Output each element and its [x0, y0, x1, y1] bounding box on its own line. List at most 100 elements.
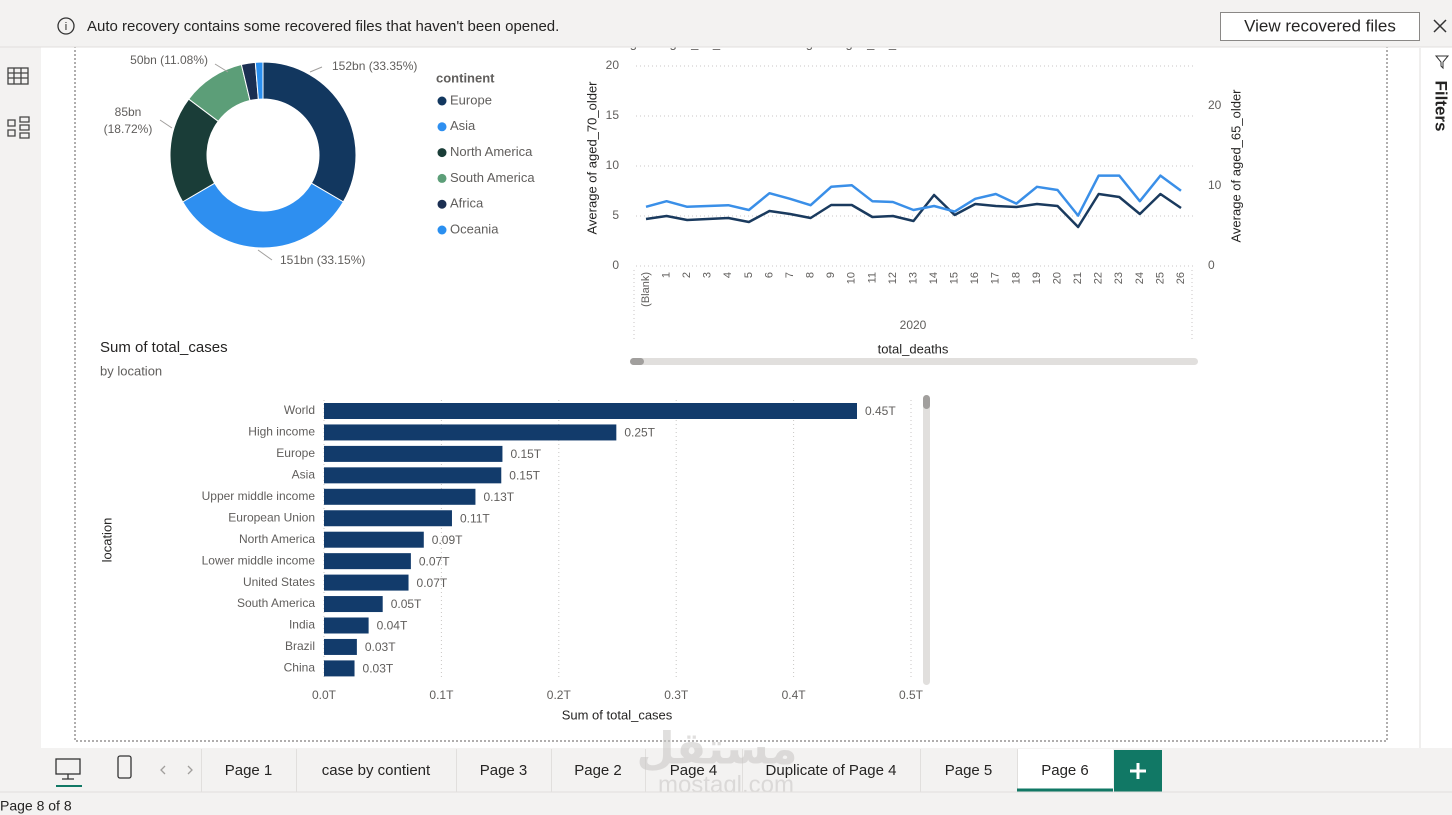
y-tick-label: 5 [612, 208, 619, 222]
x-tick-label: 18 [1010, 272, 1022, 284]
bar [324, 638, 357, 655]
x-tick-label: 0.1T [429, 688, 454, 702]
legend-label: Europe [450, 92, 492, 107]
y2-tick-label: 10 [1208, 178, 1222, 192]
page-tab-label[interactable]: Page 2 [574, 762, 622, 779]
data-label: 0.45T [865, 404, 896, 418]
page-tab[interactable] [920, 749, 1017, 792]
x-tick-label: 24 [1134, 272, 1146, 284]
page-tab[interactable] [645, 749, 742, 792]
view-recovered-button-label[interactable]: View recovered files [1244, 16, 1396, 35]
legend-label: Oceania [450, 221, 499, 236]
bar [324, 445, 503, 462]
page-tab[interactable] [742, 749, 920, 792]
x-tick-label: 26 [1175, 272, 1187, 284]
x-tick-label: 23 [1113, 272, 1125, 284]
y-tick-label: India [289, 618, 315, 632]
page-tab[interactable] [456, 749, 551, 792]
y-tick-label: World [284, 403, 315, 417]
x-tick-label: 19 [1031, 272, 1043, 284]
y-tick-label: South America [237, 596, 315, 610]
bar [324, 403, 857, 419]
x-tick-label: 8 [805, 272, 817, 278]
page-tab-label[interactable]: Page 3 [480, 762, 528, 779]
leader-line [214, 63, 229, 73]
close-notification[interactable] [1433, 19, 1447, 33]
report-canvas: Sum of total_cases by location 152bn (33… [99, 35, 1243, 722]
page-tab-label[interactable]: Duplicate of Page 4 [766, 762, 897, 779]
x-tick-label: 0.2T [547, 688, 572, 702]
legend-title: continent [436, 70, 495, 85]
page-tab-label[interactable]: Page 6 [1041, 762, 1089, 779]
y-axis-title: Average of aged_70_older [584, 81, 599, 235]
page-tab-label[interactable]: Page 1 [225, 762, 273, 779]
x-tick-label: 0.5T [899, 688, 924, 702]
y-tick-label: China [284, 661, 316, 675]
line-series [645, 174, 1182, 217]
bar [324, 574, 409, 591]
y-tick-label: Europe [276, 446, 315, 460]
data-label: 0.03T [363, 662, 394, 676]
bar-chart-subtitle: by location [100, 363, 162, 378]
x-tick-label: 11 [866, 272, 878, 283]
legend-marker [437, 225, 447, 235]
legend-label: North America [450, 144, 533, 159]
filters-label[interactable]: Filters [1432, 80, 1451, 131]
legend-marker [437, 199, 447, 209]
x-tick-label: 6 [763, 272, 775, 278]
info-icon-glyph: i [65, 21, 67, 33]
y-tick-label: Upper middle income [202, 489, 316, 503]
scrollbar-track [923, 395, 930, 685]
page-tab-label[interactable]: case by contient [322, 762, 431, 779]
legend-marker [437, 96, 447, 106]
y-tick-label: 15 [606, 108, 620, 122]
y-tick-label: European Union [228, 510, 315, 524]
add-page-icon[interactable] [1130, 763, 1146, 779]
leader-line [309, 66, 323, 73]
bar [324, 596, 383, 613]
model-view-icon[interactable] [7, 116, 30, 139]
x-axis-title: Sum of total_cases [562, 707, 673, 722]
data-label: 0.04T [377, 619, 408, 633]
y-tick-label: High income [248, 425, 315, 439]
filter-icon[interactable] [1434, 55, 1450, 70]
filters-pane[interactable] [1420, 48, 1452, 748]
page-tab[interactable] [1017, 749, 1113, 792]
legend-label: Africa [450, 196, 484, 211]
bar [324, 424, 617, 441]
x-tick-label: 16 [969, 272, 981, 284]
data-label: 151bn (33.15%) [280, 253, 365, 267]
line-series [645, 192, 1182, 229]
table-view-icon[interactable] [7, 67, 29, 85]
y-tick-label: 20 [606, 58, 620, 72]
status-bar [0, 792, 1452, 815]
x-axis-title: total_deaths [878, 341, 949, 356]
page-tab[interactable] [296, 749, 456, 792]
bar [324, 617, 369, 634]
page-tab-label[interactable]: Page 4 [670, 762, 718, 779]
legend-label: South America [450, 170, 535, 185]
y2-tick-label: 0 [1208, 258, 1215, 272]
bar [324, 660, 355, 677]
data-label: 152bn (33.35%) [332, 59, 417, 73]
tab-scroll-arrows[interactable] [160, 765, 193, 775]
donut-slice [262, 61, 357, 203]
mobile-layout-icon[interactable] [117, 755, 132, 779]
page-tab-label[interactable]: Page 5 [945, 762, 993, 779]
x-tick-label: 12 [887, 272, 899, 284]
y-axis-title: location [99, 518, 114, 563]
notification-bar [0, 0, 1452, 47]
page-tab[interactable] [551, 749, 645, 792]
view-recovered-button[interactable] [1220, 12, 1420, 41]
page-tab[interactable] [201, 749, 296, 792]
notification-message: Auto recovery contains some recovered fi… [87, 18, 559, 35]
x-tick-label: 2 [681, 272, 693, 278]
donut-slice [181, 182, 345, 249]
data-label: 0.07T [419, 554, 450, 568]
y-tick-label: 10 [606, 158, 620, 172]
y2-axis-title: Average of aged_65_older [1228, 89, 1243, 243]
x-tick-label: 1 [660, 272, 672, 278]
bar-chart-title: Sum of total_cases [100, 339, 228, 356]
